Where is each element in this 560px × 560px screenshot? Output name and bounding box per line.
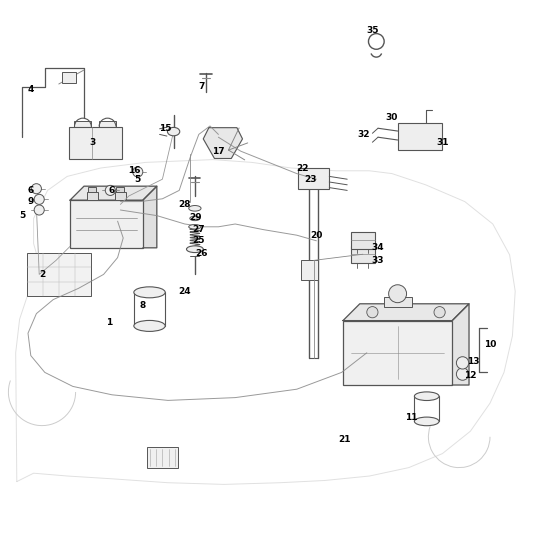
- Text: 7: 7: [198, 82, 205, 91]
- Bar: [301, 260, 318, 280]
- Bar: [88, 187, 96, 193]
- Ellipse shape: [134, 320, 165, 332]
- Bar: [116, 187, 124, 193]
- Circle shape: [31, 184, 41, 194]
- Text: 5: 5: [19, 211, 26, 220]
- Text: 3: 3: [89, 138, 96, 147]
- Text: 2: 2: [39, 270, 45, 279]
- Circle shape: [133, 167, 143, 177]
- Bar: [70, 200, 143, 248]
- Ellipse shape: [414, 392, 439, 400]
- Circle shape: [389, 284, 407, 302]
- Ellipse shape: [190, 216, 200, 221]
- Text: 28: 28: [179, 200, 191, 209]
- Text: 1: 1: [106, 318, 113, 326]
- Text: 15: 15: [159, 124, 171, 133]
- Bar: [99, 121, 116, 132]
- Bar: [147, 447, 178, 468]
- Text: 4: 4: [27, 85, 34, 94]
- Text: 30: 30: [386, 113, 398, 122]
- Bar: [298, 168, 329, 189]
- Text: 24: 24: [179, 287, 191, 296]
- Text: 35: 35: [366, 26, 379, 35]
- Text: 26: 26: [195, 249, 208, 258]
- Text: 13: 13: [467, 357, 479, 366]
- Circle shape: [34, 205, 44, 215]
- Text: 25: 25: [193, 236, 205, 245]
- Text: 34: 34: [372, 243, 384, 252]
- Text: 6: 6: [109, 186, 115, 195]
- Text: 23: 23: [305, 175, 317, 184]
- Bar: [62, 72, 76, 83]
- Circle shape: [456, 368, 469, 380]
- Circle shape: [105, 185, 115, 195]
- Bar: [398, 123, 442, 150]
- Polygon shape: [143, 186, 157, 248]
- Circle shape: [434, 307, 445, 318]
- Circle shape: [456, 357, 469, 369]
- Circle shape: [34, 194, 44, 204]
- Polygon shape: [70, 186, 157, 200]
- Text: 31: 31: [436, 138, 449, 147]
- Bar: [74, 121, 91, 132]
- Ellipse shape: [189, 206, 201, 211]
- Text: 20: 20: [310, 231, 323, 240]
- Text: 21: 21: [338, 435, 351, 444]
- Text: 27: 27: [193, 225, 205, 234]
- Ellipse shape: [414, 417, 439, 426]
- Ellipse shape: [134, 287, 165, 298]
- Bar: [351, 246, 375, 263]
- Bar: [87, 193, 98, 200]
- Text: 10: 10: [484, 340, 496, 349]
- Ellipse shape: [167, 128, 180, 136]
- Text: 17: 17: [212, 147, 225, 156]
- Text: 5: 5: [134, 175, 141, 184]
- Text: 29: 29: [190, 213, 202, 222]
- Polygon shape: [343, 304, 469, 321]
- Ellipse shape: [189, 225, 201, 229]
- Text: 11: 11: [405, 413, 418, 422]
- Text: 9: 9: [27, 197, 34, 206]
- Bar: [69, 127, 122, 159]
- Circle shape: [367, 307, 378, 318]
- Ellipse shape: [186, 246, 203, 253]
- Bar: [351, 232, 375, 249]
- Bar: [115, 193, 126, 200]
- Text: 8: 8: [139, 301, 146, 310]
- Bar: [343, 321, 452, 385]
- Polygon shape: [452, 304, 469, 385]
- Bar: [384, 297, 412, 307]
- Text: 33: 33: [372, 256, 384, 265]
- Text: 12: 12: [464, 371, 477, 380]
- Text: 32: 32: [358, 130, 370, 139]
- Bar: [26, 253, 91, 296]
- Text: 6: 6: [27, 186, 34, 195]
- Polygon shape: [203, 128, 242, 158]
- Text: 16: 16: [128, 166, 141, 175]
- Text: 22: 22: [296, 164, 309, 172]
